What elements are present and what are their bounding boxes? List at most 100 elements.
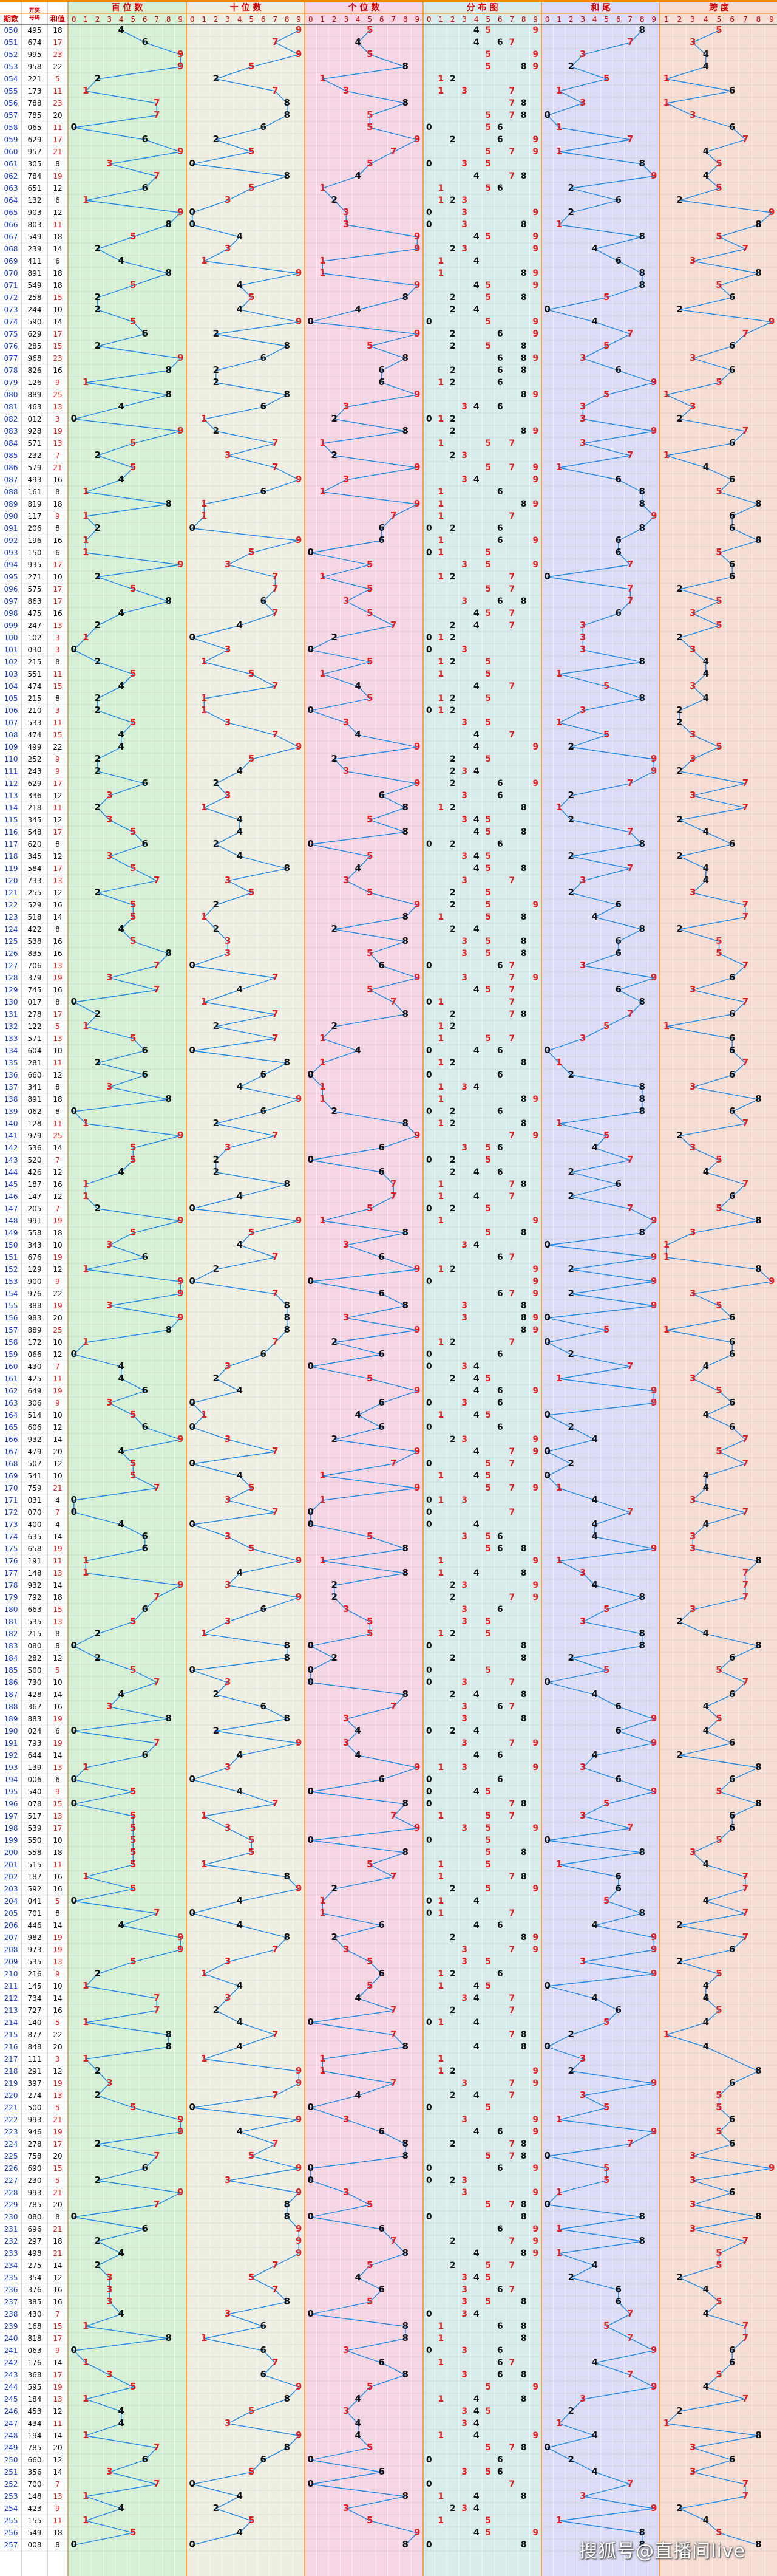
distribution-mark: 2 xyxy=(450,1690,456,1700)
distribution-mark: 2 xyxy=(450,754,456,764)
draw-number-cell: 701 xyxy=(28,1909,42,1918)
period-cell: 223 xyxy=(4,2128,18,2136)
distribution-mark: 0 xyxy=(426,1678,432,1687)
digit-mark: 1 xyxy=(556,219,562,230)
period-cell: 104 xyxy=(4,682,18,691)
digit-mark: 4 xyxy=(118,2308,124,2319)
distribution-mark: 5 xyxy=(485,1471,491,1481)
digit-mark: 3 xyxy=(106,814,112,825)
digit-tick-label: 7 xyxy=(391,15,396,24)
distribution-mark: 4 xyxy=(473,402,480,412)
digit-mark: 6 xyxy=(729,1348,735,1359)
digit-mark: 0 xyxy=(545,1045,551,1056)
distribution-mark: 7 xyxy=(509,2236,515,2246)
sum-value-cell: 20 xyxy=(53,111,62,120)
distribution-mark: 1 xyxy=(438,2334,444,2343)
distribution-mark: 5 xyxy=(485,937,491,946)
sum-value-cell: 5 xyxy=(55,75,60,83)
digit-mark: 8 xyxy=(284,1871,290,1882)
distribution-mark: 5 xyxy=(485,111,491,120)
distribution-mark: 3 xyxy=(461,451,467,460)
digit-mark: 1 xyxy=(319,2065,325,2076)
distribution-mark: 2 xyxy=(450,135,456,145)
draw-number-cell: 065 xyxy=(28,123,42,132)
distribution-mark: 1 xyxy=(438,1410,444,1420)
distribution-mark: 6 xyxy=(497,487,503,497)
digit-mark: 7 xyxy=(272,1251,278,1262)
sum-value-cell: 8 xyxy=(55,488,60,496)
digit-mark: 3 xyxy=(343,2405,349,2416)
digit-mark: 5 xyxy=(716,2004,722,2015)
digit-mark: 2 xyxy=(95,2235,101,2246)
digit-mark: 2 xyxy=(213,1166,219,1177)
digit-mark: 5 xyxy=(130,1142,136,1153)
digit-mark: 1 xyxy=(83,85,89,96)
digit-mark: 4 xyxy=(703,146,709,157)
draw-number-cell: 191 xyxy=(28,1557,42,1565)
period-cell: 082 xyxy=(4,415,18,423)
distribution-mark: 2 xyxy=(450,414,456,424)
draw-number-cell: 148 xyxy=(28,2492,42,2501)
draw-number-cell: 205 xyxy=(28,1204,42,1213)
digit-mark: 3 xyxy=(690,790,696,801)
digit-mark: 8 xyxy=(284,1640,290,1651)
digit-mark: 9 xyxy=(769,2162,775,2173)
draw-number-cell: 500 xyxy=(28,2103,42,2112)
digit-mark: 9 xyxy=(177,1288,183,1299)
draw-number-cell: 518 xyxy=(28,913,42,921)
digit-mark: 8 xyxy=(166,2332,172,2343)
digit-mark: 8 xyxy=(755,1093,761,1104)
digit-mark: 4 xyxy=(592,2430,598,2441)
distribution-mark: 4 xyxy=(473,924,480,934)
distribution-mark: 8 xyxy=(521,1228,527,1238)
sum-value-cell: 17 xyxy=(53,864,62,873)
digit-mark: 9 xyxy=(296,2235,302,2246)
digit-mark: 0 xyxy=(71,2539,77,2550)
distribution-mark: 9 xyxy=(532,463,538,473)
period-cell: 131 xyxy=(4,1010,18,1019)
distribution-mark: 2 xyxy=(450,2176,456,2185)
distribution-mark: 8 xyxy=(521,2540,527,2550)
distribution-mark: 0 xyxy=(426,1726,432,1736)
digit-mark: 5 xyxy=(367,1980,373,1991)
left-columns-background xyxy=(0,0,68,2576)
digit-mark: 3 xyxy=(343,1737,349,1748)
distribution-mark: 8 xyxy=(521,1325,527,1335)
distribution-mark: 4 xyxy=(473,1568,480,1578)
period-cell: 153 xyxy=(4,1277,18,1286)
digit-mark: 7 xyxy=(272,2029,278,2040)
draw-number-cell: 540 xyxy=(28,1788,42,1796)
distribution-mark: 9 xyxy=(532,2066,538,2076)
period-cell: 096 xyxy=(4,585,18,593)
digit-mark: 7 xyxy=(742,1676,748,1687)
digit-mark: 6 xyxy=(729,1336,735,1347)
digit-mark: 7 xyxy=(627,777,633,788)
period-cell: 165 xyxy=(4,1423,18,1432)
digit-mark: 3 xyxy=(343,2187,349,2198)
distribution-mark: 0 xyxy=(426,1775,432,1785)
digit-mark: 3 xyxy=(690,2466,696,2477)
distribution-mark: 5 xyxy=(485,2382,491,2392)
digit-mark: 4 xyxy=(237,620,243,630)
distribution-mark: 3 xyxy=(461,1532,467,1542)
distribution-mark: 3 xyxy=(461,1082,467,1092)
sum-value-cell: 18 xyxy=(53,2529,62,2537)
digit-mark: 5 xyxy=(130,1956,136,1967)
distribution-mark: 8 xyxy=(521,864,527,873)
distribution-mark: 3 xyxy=(461,475,467,485)
digit-mark: 1 xyxy=(201,656,207,667)
digit-mark: 8 xyxy=(284,1178,290,1189)
distribution-mark: 5 xyxy=(485,1823,491,1833)
digit-mark: 7 xyxy=(627,36,633,47)
digit-mark: 9 xyxy=(177,2126,183,2137)
distribution-mark: 1 xyxy=(438,1082,444,1092)
sum-value-cell: 9 xyxy=(55,1788,60,1796)
distribution-mark: 1 xyxy=(438,487,444,497)
digit-mark: 3 xyxy=(690,1494,696,1505)
sum-value-cell: 11 xyxy=(53,670,62,678)
digit-mark: 4 xyxy=(355,1725,361,1736)
distribution-mark: 3 xyxy=(461,244,467,254)
digit-mark: 8 xyxy=(402,2150,409,2161)
digit-mark: 1 xyxy=(83,1020,89,1031)
draw-number-cell: 660 xyxy=(28,1071,42,1079)
